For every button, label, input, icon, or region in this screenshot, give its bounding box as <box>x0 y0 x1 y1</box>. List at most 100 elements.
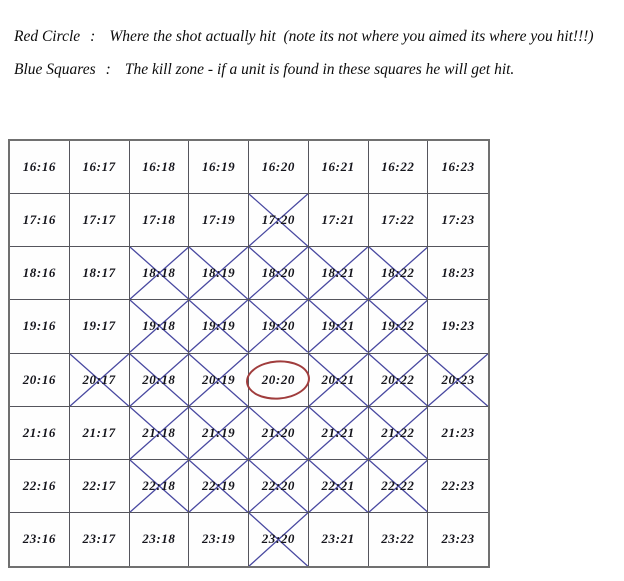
cell-coordinate-label: 23:22 <box>381 531 415 547</box>
kill-zone-x-icon <box>130 354 189 406</box>
cell-coordinate-label: 21:18 <box>142 424 176 440</box>
cell-coordinate-label: 17:17 <box>82 212 116 228</box>
cell-coordinate-label: 17:23 <box>441 212 475 228</box>
kill-zone-x-icon <box>130 460 189 512</box>
cell-coordinate-label: 17:16 <box>22 212 57 228</box>
kill-zone-x-icon <box>369 354 428 406</box>
kill-zone-x-icon <box>249 407 308 459</box>
grid-cell: 17:18 <box>129 194 190 248</box>
cell-coordinate-label: 23:17 <box>82 531 116 547</box>
grid-cell: 23:23 <box>428 513 488 566</box>
grid-cell: 23:16 <box>10 512 70 566</box>
cell-coordinate-label: 20:17 <box>82 371 116 387</box>
kill-zone-x-icon <box>130 300 189 352</box>
cell-coordinate-label: 22:18 <box>142 477 176 493</box>
kill-zone-x-icon <box>189 354 248 406</box>
cell-coordinate-label: 17:22 <box>381 212 415 228</box>
cell-coordinate-label: 19:18 <box>142 318 176 334</box>
cell-coordinate-label: 20:16 <box>22 371 57 387</box>
cell-coordinate-label: 19:21 <box>321 318 355 334</box>
cell-coordinate-label: 16:17 <box>82 159 116 175</box>
legend-blue-squares-line: Blue Squares: The kill zone - if a unit i… <box>14 60 594 79</box>
cell-coordinate-label: 16:18 <box>142 159 176 175</box>
grid-cell: 21:23 <box>428 407 488 460</box>
cell-coordinate-label: 23:19 <box>201 531 236 547</box>
grid-cell: 23:17 <box>70 512 130 566</box>
cell-coordinate-label: 19:20 <box>261 318 296 334</box>
cell-coordinate-label: 21:19 <box>201 424 236 440</box>
cell-coordinate-label: 23:18 <box>142 531 176 547</box>
grid-cell: 20:18 <box>129 353 190 407</box>
cell-coordinate-label: 21:22 <box>381 424 415 440</box>
grid-cell: 19:21 <box>308 300 369 354</box>
cell-coordinate-label: 18:18 <box>142 265 176 281</box>
grid-cell: 18:22 <box>368 247 429 301</box>
kill-zone-x-icon <box>70 354 129 406</box>
cell-coordinate-label: 20:20 <box>261 371 296 387</box>
grid-cell: 21:21 <box>308 406 369 460</box>
cell-coordinate-label: 18:16 <box>22 265 57 281</box>
grid-cell: 19:20 <box>249 300 309 354</box>
grid-cell: 21:20 <box>249 406 309 460</box>
cell-coordinate-label: 22:21 <box>321 477 355 493</box>
grid-cell: 18:21 <box>308 247 369 301</box>
legend-description-red-circle: Where the shot actually hit (note its no… <box>109 28 594 45</box>
grid-cell: 20:22 <box>368 353 429 407</box>
cell-coordinate-label: 23:21 <box>321 531 355 547</box>
grid-cell: 18:17 <box>69 247 130 301</box>
grid-cell: 22:20 <box>249 459 309 513</box>
cell-coordinate-label: 21:16 <box>22 424 57 440</box>
kill-zone-x-icon <box>309 247 368 299</box>
legend: Red Circle: Where the shot actually hit (… <box>14 27 594 93</box>
grid-cell: 21:18 <box>129 406 190 460</box>
cell-coordinate-label: 16:23 <box>441 159 475 175</box>
grid-cell: 16:18 <box>129 141 190 195</box>
grid-cell: 19:22 <box>368 300 429 354</box>
grid-cell: 16:17 <box>69 141 130 195</box>
cell-coordinate-label: 21:20 <box>261 424 296 440</box>
grid-cell: 23:22 <box>369 512 429 566</box>
cell-coordinate-label: 18:19 <box>201 265 236 281</box>
grid-cell: 16:23 <box>428 141 488 195</box>
kill-zone-x-icon <box>369 460 428 512</box>
kill-zone-x-icon <box>369 300 428 352</box>
grid-cell: 22:23 <box>428 460 488 513</box>
grid-cell: 17:19 <box>189 194 249 248</box>
cell-coordinate-label: 16:16 <box>22 159 57 175</box>
kill-zone-x-icon <box>249 194 308 246</box>
cell-coordinate-label: 22:23 <box>441 477 475 493</box>
cell-coordinate-label: 19:19 <box>201 318 236 334</box>
cell-coordinate-label: 19:17 <box>82 318 116 334</box>
kill-zone-x-icon <box>130 247 189 299</box>
grid-cell: 23:18 <box>130 512 190 566</box>
kill-zone-x-icon <box>249 460 308 512</box>
kill-zone-x-icon <box>309 354 368 406</box>
grid-cell: 18:16 <box>10 247 70 301</box>
cell-coordinate-label: 21:21 <box>321 424 355 440</box>
cell-coordinate-label: 21:23 <box>441 424 475 440</box>
grid-cell: 20:23 <box>428 354 488 407</box>
kill-zone-x-icon <box>130 407 189 459</box>
cell-coordinate-label: 16:19 <box>201 159 236 175</box>
grid-cell: 21:22 <box>368 406 429 460</box>
cell-coordinate-label: 16:22 <box>381 159 415 175</box>
cell-coordinate-label: 17:19 <box>201 212 236 228</box>
kill-zone-x-icon <box>189 460 248 512</box>
grid-cell: 19:23 <box>428 300 488 354</box>
grid-cell: 22:17 <box>69 459 130 513</box>
kill-zone-x-icon <box>249 247 308 299</box>
grid-cell: 20:21 <box>308 353 369 407</box>
cell-coordinate-label: 20:19 <box>201 371 236 387</box>
cell-coordinate-label: 17:21 <box>321 212 355 228</box>
grid-cell: 19:19 <box>189 300 249 354</box>
grid-cell: 16:16 <box>10 141 70 195</box>
coordinate-grid: 16:16 16:17 16:18 16:19 16:20 16:21 16:22 16:23… <box>8 139 490 568</box>
grid-cell: 18:19 <box>189 247 249 301</box>
cell-coordinate-label: 16:21 <box>321 159 355 175</box>
cell-coordinate-label: 18:23 <box>441 265 475 281</box>
cell-coordinate-label: 18:20 <box>261 265 296 281</box>
grid-cell: 17:16 <box>10 194 70 248</box>
grid-cell: 19:18 <box>129 300 190 354</box>
grid-cell: 22:16 <box>10 459 70 513</box>
grid-cell: 16:20 <box>249 141 309 195</box>
